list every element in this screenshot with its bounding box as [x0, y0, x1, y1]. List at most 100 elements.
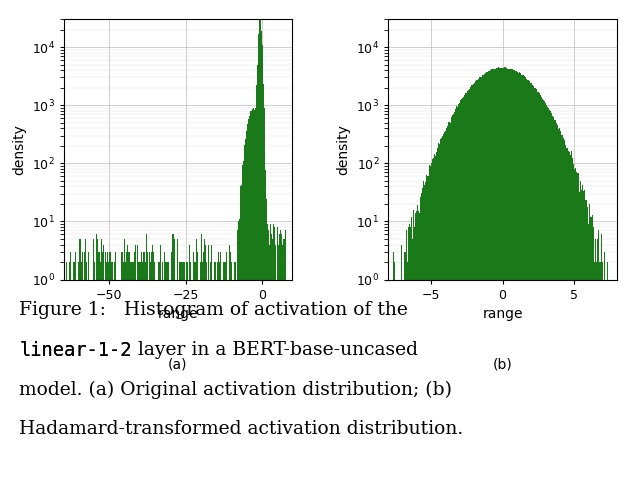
Bar [165, 262, 166, 482]
Bar [184, 262, 185, 482]
Bar [257, 66, 258, 482]
X-axis label: range: range [158, 307, 198, 321]
Bar [138, 262, 139, 482]
Bar [70, 252, 71, 482]
Bar [239, 219, 240, 482]
Bar [266, 224, 267, 482]
Bar [83, 280, 84, 482]
Bar [204, 239, 205, 482]
Text: (b): (b) [493, 358, 513, 372]
Bar [129, 252, 130, 482]
Bar [132, 262, 133, 482]
Bar [193, 252, 194, 482]
Bar [271, 262, 272, 482]
Bar [67, 280, 68, 482]
Bar [191, 280, 192, 482]
Bar [124, 239, 125, 482]
Bar [135, 252, 136, 482]
Bar [126, 244, 127, 482]
Bar [245, 134, 246, 482]
Bar [202, 262, 203, 482]
Bar [127, 244, 128, 482]
Bar [158, 280, 159, 482]
Bar [143, 252, 144, 482]
Bar [284, 239, 285, 482]
Bar [220, 252, 221, 482]
Bar [84, 252, 85, 482]
Bar [267, 224, 268, 482]
Bar [177, 252, 178, 482]
Bar [74, 262, 75, 482]
Bar [181, 262, 182, 482]
Bar [106, 262, 107, 482]
Bar [115, 252, 116, 482]
Bar [68, 280, 69, 482]
Bar [123, 262, 124, 482]
Bar [251, 111, 252, 482]
Bar [121, 252, 122, 482]
Bar [146, 234, 147, 482]
Y-axis label: density: density [336, 124, 350, 175]
Bar [211, 244, 212, 482]
Bar [235, 262, 236, 482]
Bar [276, 280, 277, 482]
Bar [273, 224, 274, 482]
Bar [196, 239, 197, 482]
Bar [252, 109, 253, 482]
Bar [234, 262, 235, 482]
Bar [218, 252, 219, 482]
Bar [114, 280, 115, 482]
Bar [233, 280, 234, 482]
Bar [94, 262, 95, 482]
Bar [151, 252, 152, 482]
Text: Hadamard-transformed activation distribution.: Hadamard-transformed activation distribu… [19, 420, 464, 438]
Bar [153, 252, 154, 482]
Bar [225, 262, 226, 482]
Bar [162, 262, 163, 482]
Bar [89, 280, 90, 482]
Bar [238, 217, 239, 482]
Bar [186, 262, 187, 482]
Bar [73, 262, 74, 482]
Y-axis label: density: density [12, 124, 26, 175]
Bar [155, 280, 156, 482]
Bar [152, 244, 153, 482]
Bar [270, 224, 271, 482]
Bar [282, 244, 283, 482]
Bar [241, 185, 242, 482]
Bar [195, 262, 196, 482]
Bar [246, 131, 247, 482]
Bar [174, 239, 175, 482]
Bar [274, 227, 275, 482]
Bar [82, 252, 83, 482]
Bar [272, 239, 273, 482]
Bar [189, 280, 190, 482]
Bar [142, 262, 143, 482]
Bar [224, 262, 225, 482]
Bar [108, 262, 109, 482]
Bar [141, 252, 142, 482]
Bar [179, 262, 180, 482]
Bar [183, 262, 184, 482]
Bar [65, 280, 66, 482]
Bar [157, 280, 158, 482]
Bar [147, 262, 148, 482]
Text: linear-1-2: linear-1-2 [19, 341, 132, 360]
Bar [122, 252, 123, 482]
Bar [176, 280, 177, 482]
Bar [149, 252, 150, 482]
Bar [172, 234, 173, 482]
Bar [116, 252, 117, 482]
X-axis label: range: range [482, 307, 523, 321]
Text: model. (a) Original activation distribution; (b): model. (a) Original activation distribut… [19, 380, 452, 399]
Bar [249, 116, 250, 482]
Bar [148, 280, 149, 482]
Bar [85, 239, 86, 482]
Text: linear-1-2: linear-1-2 [19, 341, 132, 360]
Bar [81, 262, 82, 482]
Bar [163, 280, 164, 482]
Bar [93, 262, 94, 482]
Bar [215, 262, 216, 482]
Bar [134, 252, 135, 482]
Bar [76, 280, 77, 482]
